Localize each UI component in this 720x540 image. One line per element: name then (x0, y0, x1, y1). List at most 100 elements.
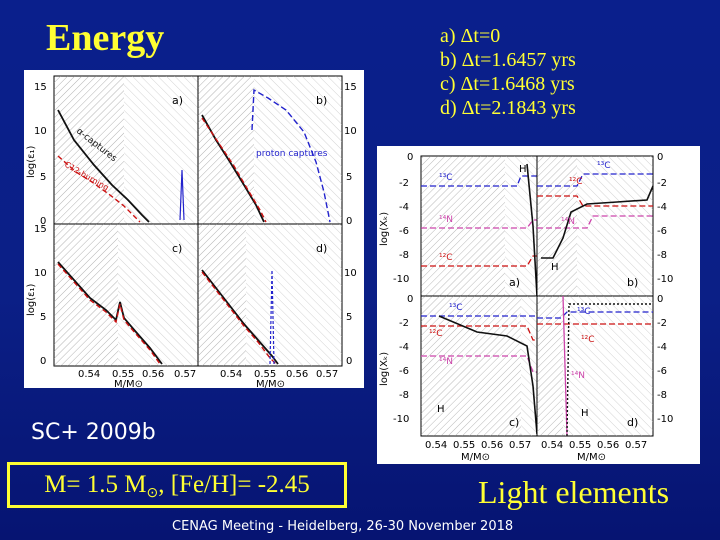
abundance-panel-a-label: a) (509, 276, 520, 289)
svg-text:0.54: 0.54 (425, 440, 447, 451)
svg-text:0.57: 0.57 (174, 369, 196, 380)
svg-text:-10: -10 (657, 414, 673, 425)
legend-item-b: b) Δt=1.6457 yrs (440, 49, 576, 71)
mass-text: M= 1.5 M (44, 471, 147, 498)
svg-text:0.57: 0.57 (509, 440, 531, 451)
svg-text:-8: -8 (657, 250, 667, 261)
svg-text:H: H (581, 408, 589, 419)
energy-x-ticks: 0.54 0.55 0.56 0.57 0.54 0.55 0.56 0.57 (78, 369, 338, 380)
svg-text:¹⁴N: ¹⁴N (561, 217, 575, 227)
svg-text:H: H (437, 404, 445, 415)
svg-text:0: 0 (657, 294, 663, 305)
abundance-panel-c: ¹³C ¹²C ¹⁴N H c) (420, 295, 538, 437)
svg-text:¹²C: ¹²C (429, 329, 443, 339)
panel-b-label: b) (316, 94, 327, 107)
svg-text:0.56: 0.56 (481, 440, 503, 451)
abundance-ylabel-bottom: log(Xₖ) (379, 352, 390, 386)
energy-y-ticks-left: 0 5 10 15 0 5 10 15 (34, 82, 47, 367)
abundance-panel-d-label: d) (627, 416, 638, 429)
svg-text:-8: -8 (399, 390, 409, 401)
proton-captures-label: proton captures (256, 149, 328, 159)
metallicity-text: , [Fe/H]= -2.45 (158, 471, 310, 498)
abundance-panel-a: ¹³C ¹⁴N ¹²C H a) (420, 155, 538, 297)
svg-text:¹³C: ¹³C (449, 303, 463, 313)
svg-text:15: 15 (34, 82, 47, 93)
reference-label: SC+ 2009b (31, 420, 156, 445)
svg-text:-6: -6 (657, 226, 667, 237)
svg-text:-2: -2 (657, 178, 667, 189)
energy-xlabel-right: M/M⊙ (256, 379, 285, 388)
abundance-ylabel-top: log(Xₖ) (379, 212, 390, 246)
svg-text:15: 15 (34, 224, 47, 235)
abundance-panel-c-label: c) (509, 416, 519, 429)
abundance-x-ticks: 0.54 0.55 0.56 0.57 0.54 0.55 0.56 0.57 (425, 440, 647, 451)
svg-text:0.56: 0.56 (597, 440, 619, 451)
svg-text:-8: -8 (657, 390, 667, 401)
svg-text:¹⁴N: ¹⁴N (439, 357, 453, 367)
abundance-panel-b-label: b) (627, 276, 638, 289)
model-parameters-box: M= 1.5 M ⊙, [Fe/H]= -2.45 (7, 462, 347, 508)
svg-text:¹³C: ¹³C (577, 307, 591, 317)
svg-text:¹²C: ¹²C (569, 177, 583, 187)
svg-text:0.56: 0.56 (142, 369, 164, 380)
energy-xlabel-left: M/M⊙ (114, 379, 143, 388)
abundance-panel-b: ¹³C ¹²C ¹⁴N H b) (536, 155, 654, 297)
svg-text:0: 0 (407, 294, 413, 305)
svg-text:0: 0 (346, 216, 352, 227)
time-legend: a) Δt=0 b) Δt=1.6457 yrs c) Δt=1.6468 yr… (440, 24, 576, 120)
svg-text:-6: -6 (399, 226, 409, 237)
abundance-panel-d: ¹³C ¹²C ¹⁴N H d) (536, 295, 654, 437)
svg-text:5: 5 (40, 312, 46, 323)
footer-text: CENAG Meeting - Heidelberg, 26-30 Novemb… (172, 519, 514, 534)
legend-item-d: d) Δt=2.1843 yrs (440, 97, 576, 119)
energy-ylabel-bottom: log(ε₁) (26, 283, 37, 316)
svg-text:0: 0 (40, 356, 46, 367)
light-elements-label: Light elements (478, 474, 670, 510)
svg-text:¹²C: ¹²C (581, 335, 595, 345)
svg-text:-10: -10 (393, 414, 409, 425)
panel-d-label: d) (316, 242, 327, 255)
solar-symbol: ⊙ (146, 485, 159, 501)
svg-text:10: 10 (344, 268, 357, 279)
svg-text:0.57: 0.57 (316, 369, 338, 380)
svg-text:H: H (519, 164, 527, 175)
energy-panel-d: d) (197, 223, 343, 367)
svg-text:0: 0 (657, 152, 663, 163)
abundance-xlabel-right: M/M⊙ (577, 452, 606, 463)
energy-figure: α-captures C12-burning a) proton capture… (24, 70, 364, 390)
svg-text:5: 5 (346, 172, 352, 183)
svg-text:-8: -8 (399, 250, 409, 261)
slide-title: Energy (46, 17, 165, 59)
energy-panel-a: α-captures C12-burning a) (53, 75, 199, 225)
svg-text:0: 0 (407, 152, 413, 163)
svg-text:0.54: 0.54 (220, 369, 242, 380)
svg-text:0.57: 0.57 (625, 440, 647, 451)
svg-text:0.55: 0.55 (254, 369, 276, 380)
energy-panel-b: proton captures b) (197, 75, 343, 225)
svg-text:0.55: 0.55 (112, 369, 134, 380)
legend-item-c: c) Δt=1.6468 yrs (440, 73, 575, 95)
energy-ylabel-top: log(ε₁) (26, 145, 37, 178)
abundance-figure: ¹³C ¹⁴N ¹²C H a) ¹³C ¹²C ¹⁴N H b) (377, 146, 700, 464)
svg-text:¹⁴N: ¹⁴N (439, 215, 453, 225)
energy-panel-c: c) (53, 223, 199, 367)
svg-text:-4: -4 (399, 342, 409, 353)
svg-text:5: 5 (346, 312, 352, 323)
svg-text:0.55: 0.55 (453, 440, 475, 451)
svg-text:5: 5 (40, 172, 46, 183)
svg-text:0: 0 (40, 216, 46, 227)
svg-text:0.55: 0.55 (569, 440, 591, 451)
svg-text:15: 15 (344, 82, 357, 93)
svg-text:0.54: 0.54 (541, 440, 563, 451)
svg-text:10: 10 (34, 268, 47, 279)
svg-text:-6: -6 (399, 366, 409, 377)
svg-text:¹³C: ¹³C (597, 161, 611, 171)
svg-text:-2: -2 (399, 318, 409, 329)
svg-text:-6: -6 (657, 366, 667, 377)
svg-text:0: 0 (346, 356, 352, 367)
svg-text:¹²C: ¹²C (439, 253, 453, 263)
svg-text:10: 10 (34, 126, 47, 137)
panel-a-label: a) (172, 94, 183, 107)
svg-text:-4: -4 (657, 342, 667, 353)
